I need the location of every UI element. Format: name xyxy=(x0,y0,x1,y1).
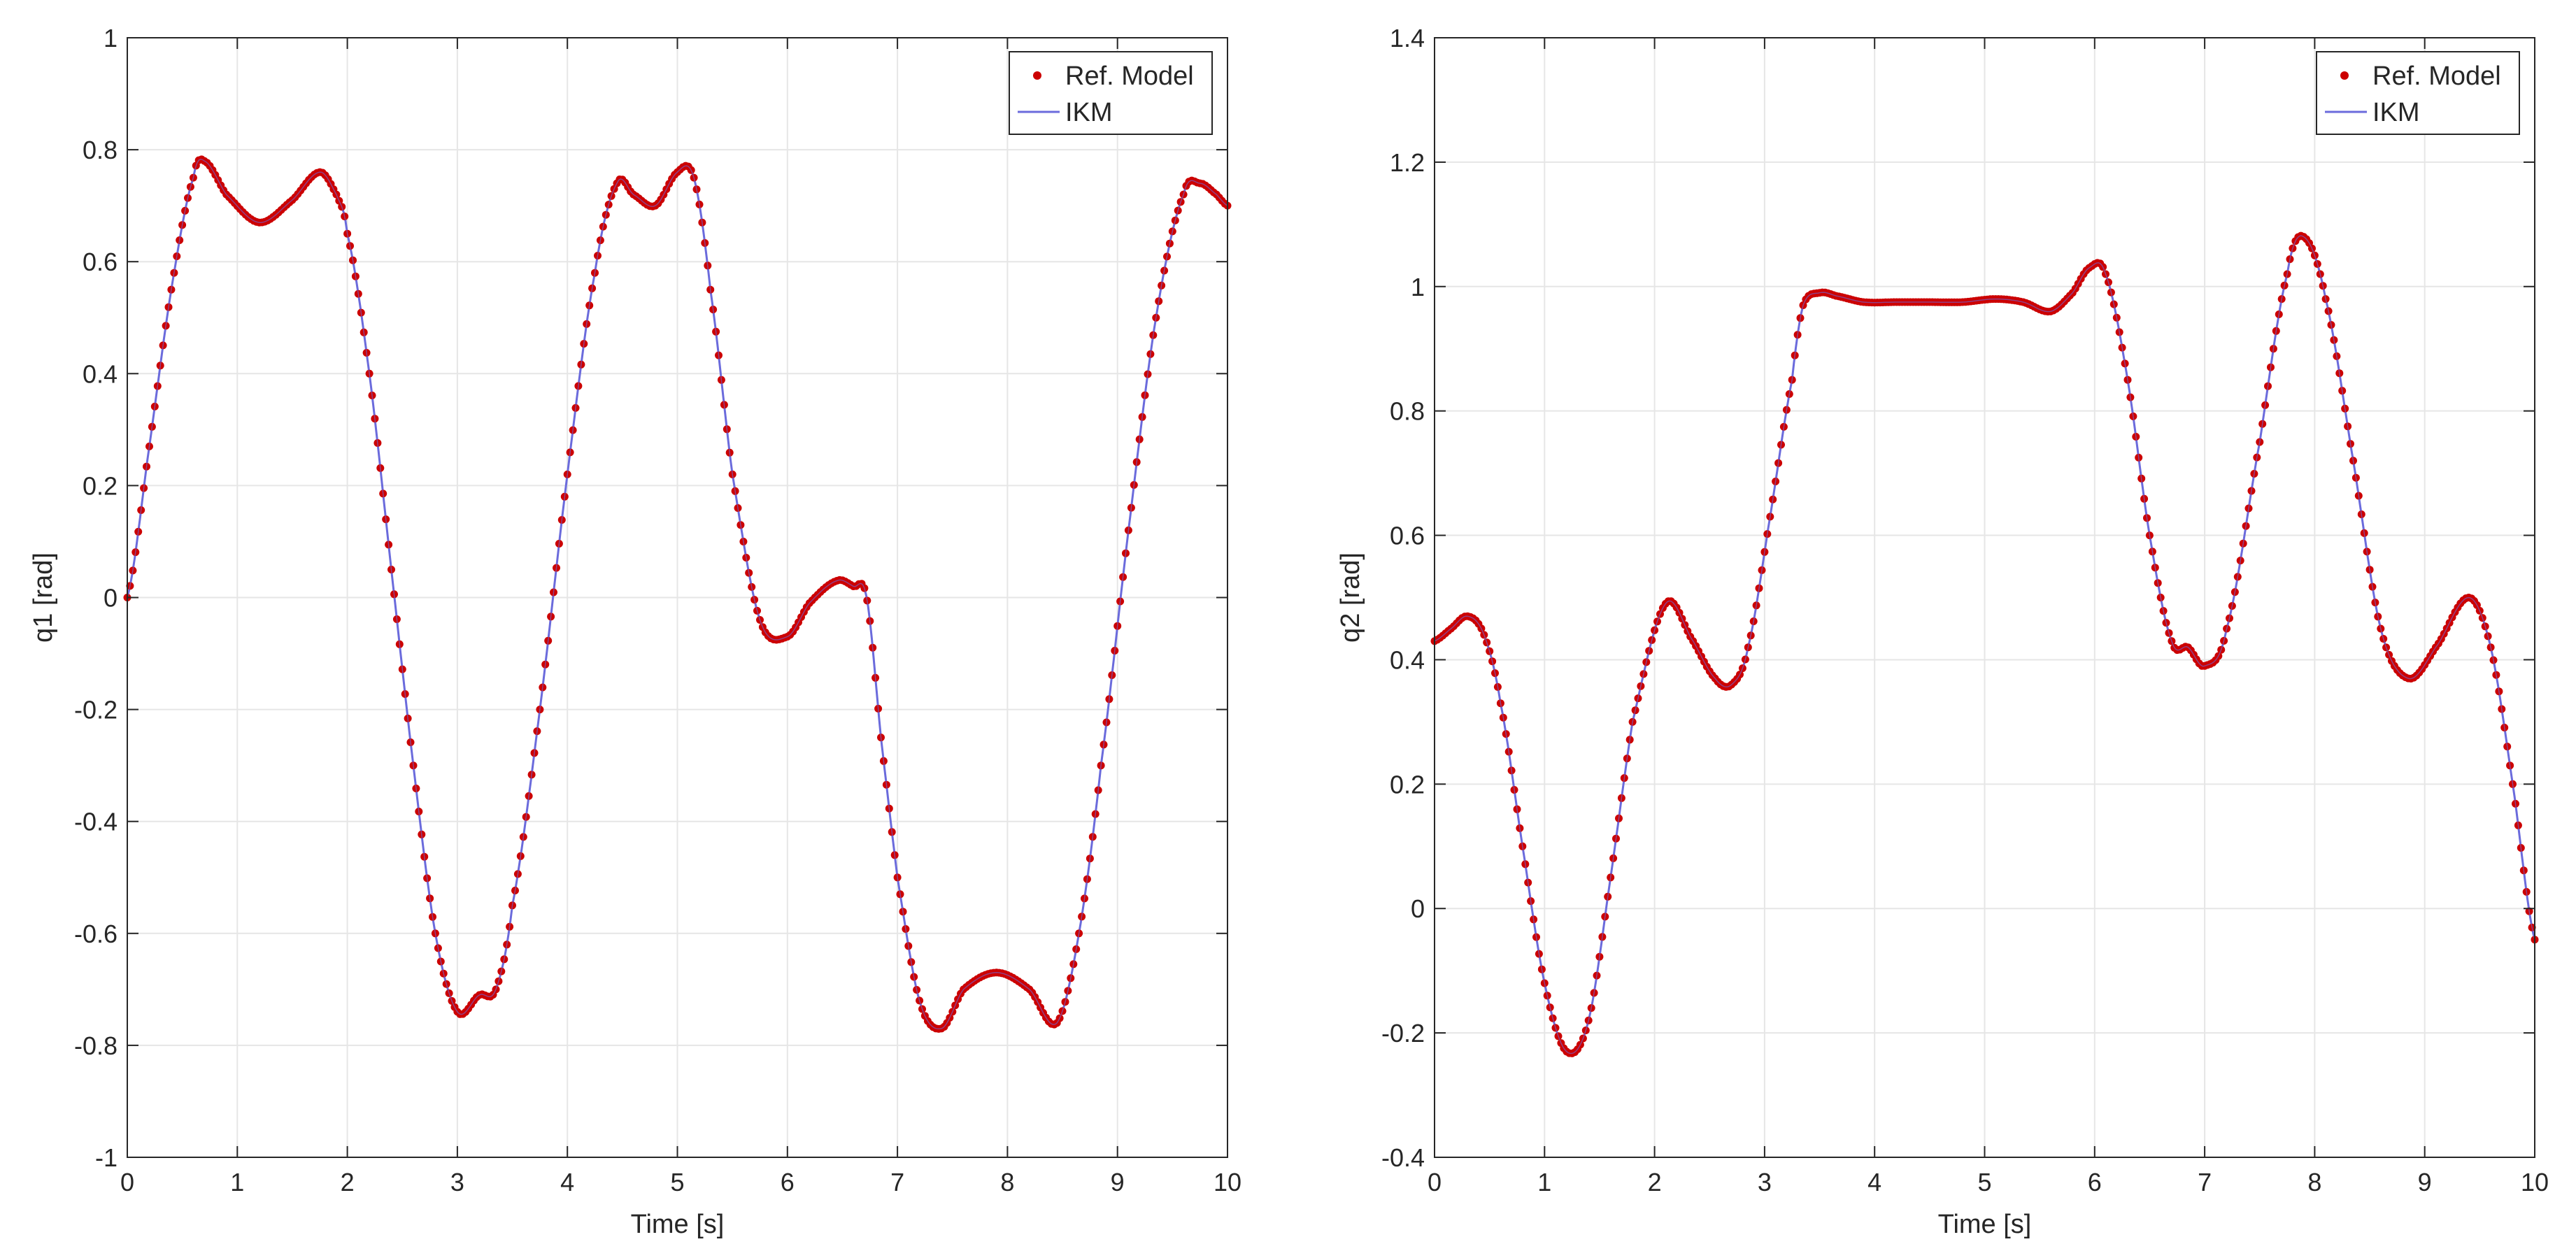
legend: Ref. Model IKM xyxy=(1009,51,1213,135)
legend-box xyxy=(1009,51,1213,135)
y-tick-label: 0.6 xyxy=(1390,522,1425,550)
legend-box xyxy=(2316,51,2520,135)
x-tick-label: 9 xyxy=(1111,1168,1125,1196)
legend-marker-ref-model xyxy=(2340,71,2349,80)
y-tick-label: 0 xyxy=(1411,894,1425,923)
x-tick-label: 2 xyxy=(341,1168,355,1196)
y-tick-label: -0.4 xyxy=(1381,1143,1425,1172)
y-tick-label: 0 xyxy=(104,584,118,613)
y-tick-label: -1 xyxy=(95,1143,118,1172)
y-tick-label: 0.8 xyxy=(1390,397,1425,426)
x-tick-label: 1 xyxy=(1537,1168,1551,1196)
legend-label-ref-model: Ref. Model xyxy=(2372,62,2501,91)
x-tick-label: 8 xyxy=(2307,1168,2321,1196)
x-tick-label: 6 xyxy=(781,1168,795,1196)
x-tick-label: 1 xyxy=(230,1168,244,1196)
legend: Ref. Model IKM xyxy=(2316,51,2520,135)
x-tick-label: 3 xyxy=(1758,1168,1772,1196)
legend-marker-ref-model xyxy=(1033,71,1041,80)
y-tick-label: -0.8 xyxy=(74,1031,118,1060)
series-line-ikm-overlay xyxy=(1434,235,2535,1055)
x-tick-label: 8 xyxy=(1000,1168,1014,1196)
x-tick-label: 9 xyxy=(2418,1168,2432,1196)
x-tick-label: 10 xyxy=(1214,1168,1241,1196)
x-tick-label: 7 xyxy=(890,1168,904,1196)
x-tick-label: 4 xyxy=(1867,1168,1881,1196)
y-tick-label: 0.4 xyxy=(83,359,118,388)
y-tick-label: -0.2 xyxy=(1381,1019,1425,1048)
y-tick-label: 1 xyxy=(104,24,118,52)
y-tick-label: 1.4 xyxy=(1390,24,1425,52)
chart-panel-2: 0 1 2 3 4 5 6 7 8 9 10 -0.4 -0.2 0 0.2 0.4 0.6 0.8 1 1.2 1.4… xyxy=(1336,24,2549,1239)
x-tick-label: 5 xyxy=(670,1168,684,1196)
x-tick-label: 3 xyxy=(450,1168,464,1196)
legend-label-ikm: IKM xyxy=(2372,98,2420,127)
y-tick-label: 0.2 xyxy=(83,471,118,500)
x-tick-label: 10 xyxy=(2521,1168,2549,1196)
y-axis-label: q2 [rad] xyxy=(1336,552,1365,643)
y-tick-label: 0.4 xyxy=(1390,645,1425,674)
y-tick-label: -0.2 xyxy=(74,696,118,724)
x-tick-label: 4 xyxy=(560,1168,574,1196)
x-tick-label: 6 xyxy=(2088,1168,2102,1196)
y-axis-label: q1 [rad] xyxy=(29,552,58,643)
x-tick-label: 0 xyxy=(1428,1168,1442,1196)
x-tick-label: 5 xyxy=(1977,1168,1991,1196)
x-tick-label: 0 xyxy=(120,1168,134,1196)
legend-label-ikm: IKM xyxy=(1065,98,1113,127)
x-tick-label: 2 xyxy=(1648,1168,1662,1196)
y-tick-label: 0.2 xyxy=(1390,770,1425,799)
legend-label-ref-model: Ref. Model xyxy=(1065,62,1194,91)
y-tick-label: -0.4 xyxy=(74,808,118,836)
x-axis-label: Time [s] xyxy=(1938,1210,2032,1239)
y-tick-label: 0.6 xyxy=(83,248,118,276)
y-tick-label: -0.6 xyxy=(74,920,118,948)
x-tick-label: 7 xyxy=(2198,1168,2212,1196)
y-tick-label: 1.2 xyxy=(1390,148,1425,177)
y-tick-label: 1 xyxy=(1411,273,1425,301)
y-tick-label: 0.8 xyxy=(83,136,118,164)
series-line-ikm-overlay xyxy=(127,158,1228,1030)
chart-panel-1: 0 1 2 3 4 5 6 7 8 9 10 -1 -0.8 -0.6 -0.4 -0.2 0 0.2 0.4 0.6… xyxy=(29,24,1241,1239)
x-axis-label: Time [s] xyxy=(631,1210,725,1239)
